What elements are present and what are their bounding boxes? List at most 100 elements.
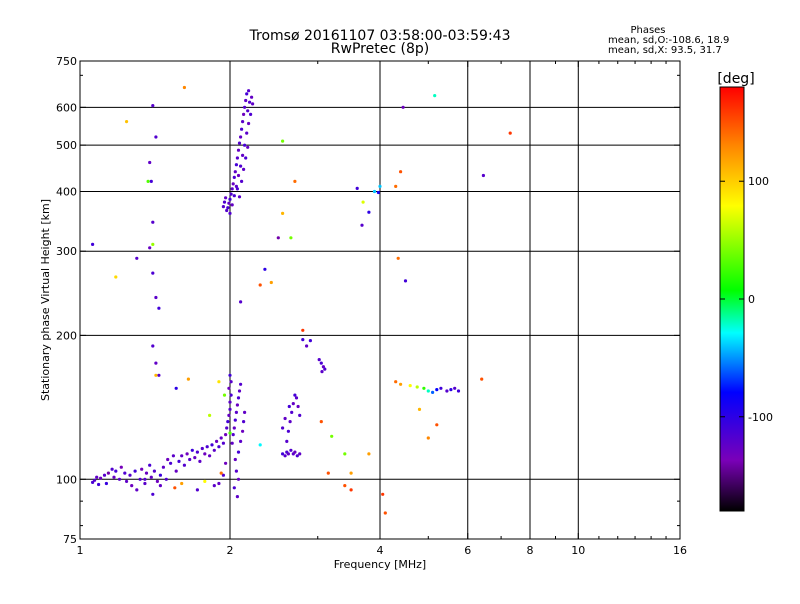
data-point — [269, 280, 273, 285]
data-point — [123, 471, 127, 475]
data-point — [281, 426, 285, 430]
data-point — [133, 469, 137, 473]
legend-line-o: mean, sd,O:-108.6, 18.9 — [608, 35, 729, 46]
data-point — [114, 275, 118, 279]
data-point — [177, 459, 181, 463]
data-point — [217, 380, 221, 384]
data-point — [99, 476, 103, 480]
legend: Phases mean, sd,O:-108.6, 18.9 mean, sd,… — [608, 25, 729, 56]
data-point — [143, 481, 147, 486]
data-point — [239, 300, 243, 304]
data-point — [320, 370, 324, 374]
data-point — [157, 373, 161, 377]
data-point — [481, 173, 485, 178]
data-point — [321, 365, 325, 369]
colorbar: [deg] 100 0 -100 — [717, 71, 773, 512]
data-point — [151, 104, 155, 108]
data-point — [227, 201, 231, 205]
data-point — [173, 486, 177, 490]
data-point — [151, 344, 155, 348]
data-point — [195, 450, 199, 454]
data-point — [236, 173, 241, 178]
data-point — [190, 448, 194, 452]
data-point — [349, 488, 353, 492]
data-point — [250, 95, 254, 99]
data-point — [226, 206, 230, 210]
data-point — [276, 236, 280, 240]
data-point — [323, 367, 327, 371]
data-point — [217, 445, 221, 449]
data-point — [439, 386, 443, 390]
data-point — [140, 467, 144, 471]
data-point — [221, 205, 225, 209]
data-point — [508, 131, 512, 135]
data-point — [426, 436, 430, 440]
data-point — [435, 423, 439, 427]
data-point — [343, 484, 347, 488]
data-point — [193, 456, 197, 460]
data-point — [445, 389, 449, 393]
data-point — [237, 195, 242, 199]
data-point — [234, 184, 238, 188]
data-point — [151, 242, 155, 246]
data-point — [151, 220, 155, 224]
data-point — [148, 463, 152, 467]
data-point — [188, 457, 192, 462]
data-point — [239, 439, 243, 443]
data-point — [239, 382, 243, 386]
legend-line-x: mean, sd,X: 93.5, 31.7 — [608, 45, 722, 56]
data-point — [185, 452, 189, 456]
colorbar-ticks: 100 0 -100 — [720, 175, 773, 424]
data-point — [399, 382, 403, 386]
data-point — [154, 135, 158, 139]
data-point — [119, 465, 123, 469]
data-point — [154, 295, 158, 300]
data-point — [219, 436, 223, 440]
data-point — [301, 338, 305, 342]
data-point — [360, 223, 364, 227]
data-point — [106, 471, 110, 475]
data-point — [228, 211, 232, 215]
data-point — [242, 420, 246, 424]
data-point — [146, 179, 150, 183]
data-point — [244, 156, 248, 160]
y-axis-label: Stationary phase Virtual Height [km] — [39, 199, 52, 401]
data-point — [293, 450, 297, 454]
data-point — [233, 457, 237, 462]
data-point — [355, 186, 359, 190]
data-point — [208, 413, 212, 417]
data-point — [237, 141, 242, 145]
data-point — [228, 400, 232, 404]
data-point — [372, 189, 377, 194]
data-point — [381, 492, 385, 496]
data-point — [249, 112, 253, 116]
data-point — [219, 471, 223, 475]
data-point — [235, 495, 239, 499]
data-point — [97, 482, 101, 487]
data-point — [305, 344, 309, 348]
data-point — [285, 439, 289, 443]
data-point — [241, 120, 245, 124]
data-point — [161, 465, 165, 469]
data-point — [224, 461, 228, 465]
data-point — [251, 102, 255, 106]
data-point — [212, 448, 216, 452]
data-point — [231, 433, 235, 437]
data-point — [456, 389, 461, 393]
data-point — [248, 100, 252, 104]
data-point — [237, 389, 242, 393]
data-point — [258, 283, 262, 287]
data-point — [403, 279, 408, 283]
data-point — [231, 182, 235, 186]
data-point — [289, 236, 293, 240]
data-point — [203, 479, 207, 483]
data-point — [104, 481, 108, 486]
data-point — [215, 439, 219, 443]
data-point — [158, 484, 162, 488]
data-point — [210, 443, 214, 447]
data-point — [308, 339, 312, 343]
data-point — [227, 413, 231, 417]
x-tick-label: 6 — [464, 544, 471, 557]
data-point — [232, 194, 236, 198]
data-point — [241, 429, 245, 433]
